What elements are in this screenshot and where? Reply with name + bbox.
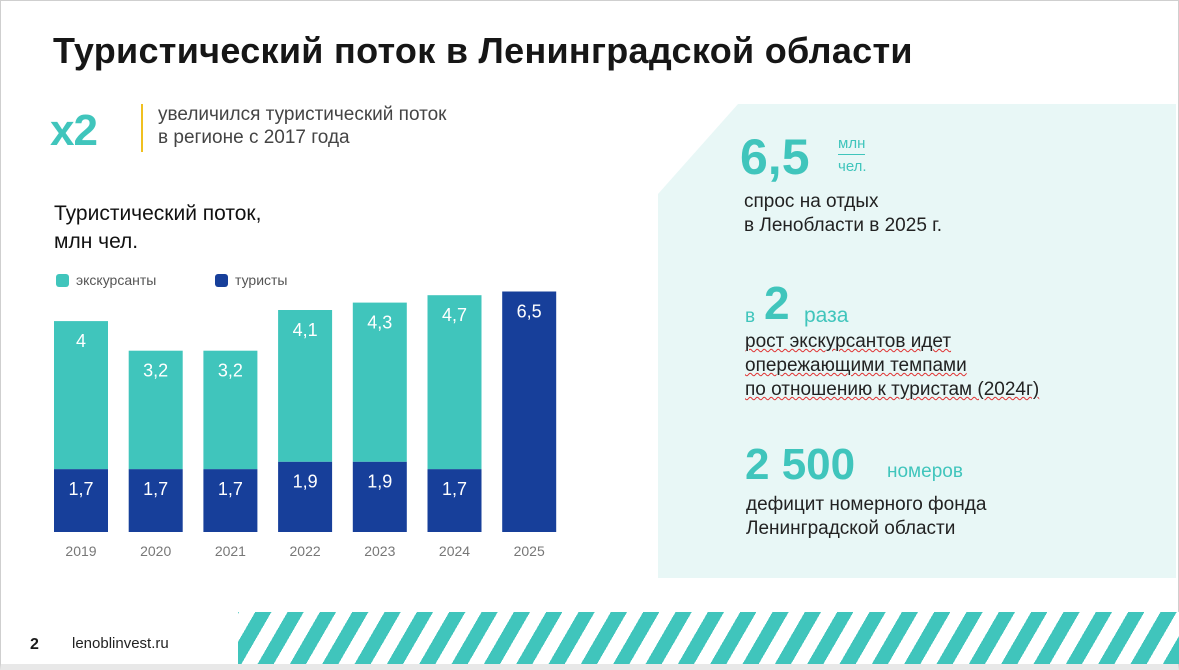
bar-excursionists bbox=[427, 295, 482, 470]
legend-swatch bbox=[56, 273, 69, 287]
stat-unit: чел. bbox=[838, 158, 867, 175]
data-label: 4,1 bbox=[293, 320, 318, 340]
footer-site-link[interactable]: lenoblinvest.ru bbox=[72, 635, 169, 652]
data-label: 1,7 bbox=[68, 479, 93, 499]
stat-line: в Ленобласти в 2025 г. bbox=[744, 215, 943, 236]
x-tick-label: 2021 bbox=[215, 543, 246, 559]
stat-suffix: раза bbox=[804, 304, 849, 327]
legend-label: экскурсанты bbox=[76, 272, 157, 288]
bar-tourists bbox=[203, 469, 258, 532]
data-label: 4 bbox=[76, 331, 86, 351]
stat-desc: дефицит номерного фонда Ленинградской об… bbox=[746, 493, 986, 541]
page-title: Туристический поток в Ленинградской обла… bbox=[53, 30, 913, 71]
bar-tourists bbox=[427, 469, 482, 532]
bar-excursionists bbox=[54, 321, 108, 470]
data-label: 1,7 bbox=[442, 479, 467, 499]
bar-tourists bbox=[278, 461, 333, 532]
data-label: 3,2 bbox=[143, 361, 168, 381]
legend-label: туристы bbox=[235, 272, 288, 288]
stat-desc: рост экскурсантов идет опережающими темп… bbox=[745, 330, 1039, 402]
bar-tourists bbox=[54, 469, 108, 532]
bar-excursionists bbox=[128, 350, 183, 470]
bar-excursionists bbox=[203, 350, 258, 470]
legend-swatch bbox=[215, 273, 228, 287]
legend-item-tourists: туристы bbox=[215, 272, 288, 288]
decorative-stripes bbox=[238, 612, 1179, 664]
bar-excursionists bbox=[352, 302, 407, 462]
stat-unit: млн bbox=[838, 135, 866, 155]
divider bbox=[141, 104, 143, 152]
x-tick-label: 2019 bbox=[65, 543, 96, 559]
highlight-line: в регионе с 2017 года bbox=[158, 127, 350, 148]
data-label: 1,7 bbox=[143, 479, 168, 499]
data-label: 1,7 bbox=[218, 479, 243, 499]
stat-prefix: в bbox=[745, 306, 756, 327]
data-label: 3,2 bbox=[218, 361, 243, 381]
highlight-line: увеличился туристический поток bbox=[158, 104, 447, 125]
bar-excursionists bbox=[278, 310, 333, 462]
stacked-bar-chart: 1,7 4 2019 1,7 3,2 2020 1,7 3,2 2021 1,9 4,1 2022 1,… bbox=[54, 291, 557, 559]
data-label: 1,9 bbox=[293, 472, 318, 492]
stat-suffix: номеров bbox=[887, 461, 963, 482]
chart-title-line: Туристический поток, bbox=[54, 202, 262, 225]
chart-title: Туристический поток, млн чел. bbox=[54, 200, 261, 256]
data-label: 6,5 bbox=[517, 302, 542, 322]
stat-desc: спрос на отдых в Ленобласти в 2025 г. bbox=[744, 190, 942, 238]
x-tick-label: 2023 bbox=[364, 543, 395, 559]
stat-line: дефицит номерного фонда bbox=[746, 494, 987, 515]
stat-value: 2 500 bbox=[745, 440, 856, 489]
legend-item-excursionists: экскурсанты bbox=[56, 272, 156, 288]
stat-line: Ленинградской области bbox=[746, 518, 956, 539]
page-number: 2 bbox=[30, 636, 39, 653]
stat-line: спрос на отдых bbox=[744, 191, 879, 212]
stat-line: опережающими темпами bbox=[745, 355, 967, 376]
x-tick-label: 2024 bbox=[439, 543, 470, 559]
chart-title-line: млн чел. bbox=[54, 230, 139, 253]
bar-tourists bbox=[502, 291, 557, 532]
bar-tourists bbox=[128, 469, 183, 532]
highlight-value: x2 bbox=[50, 106, 98, 155]
data-label: 1,9 bbox=[367, 472, 392, 492]
data-label: 4,3 bbox=[367, 313, 392, 333]
stat-value: 2 bbox=[764, 277, 790, 329]
x-tick-label: 2020 bbox=[140, 543, 171, 559]
stats-panel bbox=[658, 104, 1176, 578]
bar-tourists bbox=[352, 461, 407, 532]
x-tick-label: 2022 bbox=[290, 543, 321, 559]
stat-line: по отношению к туристам (2024г) bbox=[745, 379, 1040, 400]
data-label: 4,7 bbox=[442, 305, 467, 325]
x-tick-label: 2025 bbox=[514, 543, 545, 559]
stat-line: рост экскурсантов идет bbox=[745, 331, 952, 352]
highlight-text: увеличился туристический поток в регионе… bbox=[158, 103, 446, 149]
stat-value: 6,5 bbox=[740, 129, 810, 185]
